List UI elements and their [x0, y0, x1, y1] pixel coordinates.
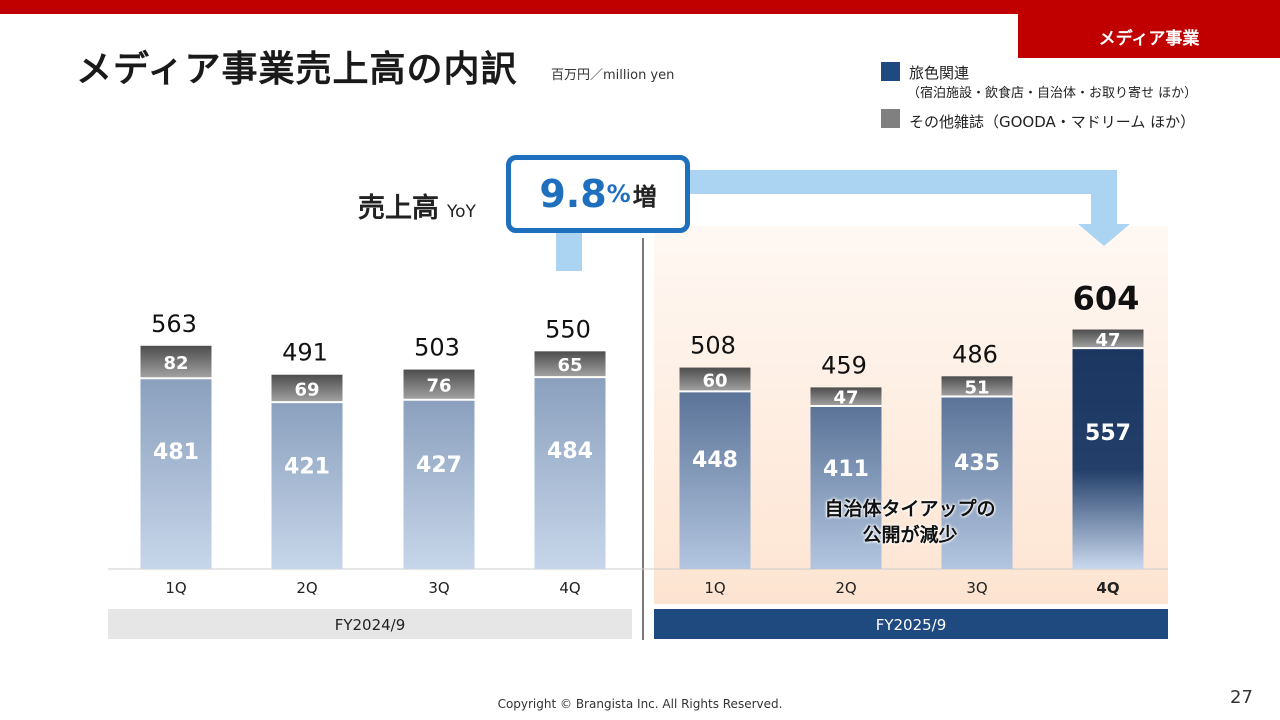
label-total-5: 459: [821, 351, 867, 379]
bar-other-1: [271, 374, 343, 403]
yoy-label-main: 売上高: [358, 193, 439, 224]
tick-label-2: 3Q: [428, 579, 449, 597]
label-other-0: 82: [163, 353, 188, 374]
page-title: メディア事業売上高の内訳: [76, 49, 518, 90]
label-total-2: 503: [414, 334, 460, 362]
bar-travel-1: [271, 402, 343, 569]
label-travel-6: 435: [954, 451, 1000, 476]
tick-label-1: 2Q: [296, 579, 317, 597]
tick-label-4: 1Q: [704, 579, 725, 597]
tick-label-6: 3Q: [966, 579, 987, 597]
group-band-fy2025: [654, 609, 1168, 639]
legend-swatch-travel: [881, 62, 900, 81]
label-other-3: 65: [557, 355, 582, 376]
bar-travel-6: [941, 396, 1013, 569]
tick-label-7: 4Q: [1096, 579, 1119, 597]
label-total-0: 563: [151, 310, 197, 338]
legend-label-travel: 旅色関連: [909, 64, 970, 82]
yoy-value: 9.8: [539, 172, 607, 216]
bar-other-7: [1072, 329, 1144, 349]
label-other-7: 47: [1095, 330, 1120, 351]
annotation-note: 自治体タイアップの 公開が減少: [812, 496, 1008, 548]
group-label-fy2025: FY2025/9: [876, 616, 947, 634]
yoy-increase: 増: [632, 182, 657, 211]
bar-other-0: [140, 345, 212, 379]
bar-other-4: [679, 367, 751, 392]
label-total-6: 486: [952, 340, 998, 368]
label-total-3: 550: [545, 315, 591, 343]
legend-swatch-other: [881, 109, 900, 128]
bar-travel-0: [140, 378, 212, 569]
yoy-label: 売上高 YoY: [358, 186, 476, 225]
bar-other-3: [534, 351, 606, 378]
tick-label-0: 1Q: [165, 579, 186, 597]
label-travel-2: 427: [416, 453, 462, 478]
label-total-1: 491: [282, 339, 328, 367]
yoy-callout-box: 9.8% 増: [506, 155, 690, 233]
bar-travel-2: [403, 399, 475, 569]
yoy-percent: %: [606, 180, 631, 208]
yoy-callout-stem: [556, 230, 582, 271]
bar-travel-4: [679, 391, 751, 569]
yoy-suffix: YoY: [447, 202, 476, 222]
bar-travel-7: [1072, 348, 1144, 569]
copyright: Copyright © Brangista Inc. All Rights Re…: [497, 697, 783, 711]
annotation-line-2: 公開が減少: [862, 524, 958, 546]
label-other-2: 76: [426, 376, 451, 397]
label-travel-3: 484: [547, 439, 593, 464]
tick-label-3: 4Q: [559, 579, 580, 597]
annotation-line-1: 自治体タイアップの: [824, 498, 996, 520]
yoy-connector-arrow: [690, 170, 1130, 246]
label-total-7: 604: [1073, 280, 1140, 318]
label-other-6: 51: [964, 377, 989, 398]
legend-label-other: その他雑誌（GOODA・マドリーム ほか）: [909, 113, 1196, 131]
group-label-fy2024: FY2024/9: [335, 616, 406, 634]
bar-other-2: [403, 369, 475, 400]
legend-sub-travel: （宿泊施設・飲食店・自治体・お取り寄せ ほか）: [907, 86, 1198, 101]
label-other-1: 69: [294, 379, 319, 400]
bar-travel-5: [810, 406, 882, 569]
label-other-4: 60: [702, 370, 727, 391]
unit-label: 百万円／million yen: [551, 68, 675, 83]
label-other-5: 47: [833, 388, 858, 409]
bar-other-6: [941, 376, 1013, 397]
page-number: 27: [1230, 687, 1253, 708]
bar-other-5: [810, 387, 882, 407]
top-accent-bar: [0, 0, 1280, 14]
group-band-fy2024: [108, 609, 632, 639]
label-travel-0: 481: [153, 440, 199, 465]
label-total-4: 508: [690, 332, 736, 360]
label-travel-4: 448: [692, 448, 738, 473]
label-travel-1: 421: [284, 455, 330, 480]
section-tag: メディア事業: [1018, 14, 1280, 58]
label-travel-7: 557: [1085, 421, 1131, 446]
label-travel-5: 411: [823, 457, 869, 482]
tick-label-5: 2Q: [835, 579, 856, 597]
bar-travel-3: [534, 377, 606, 569]
